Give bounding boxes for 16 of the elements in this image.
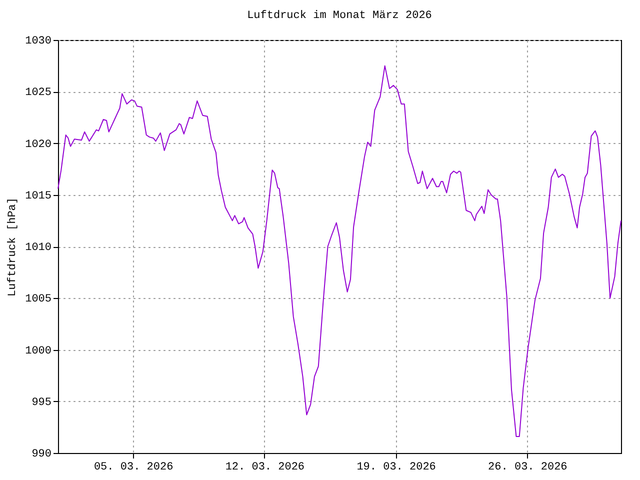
y-tick-label: 1015 [25,190,52,202]
y-tick-label: 1020 [25,138,52,151]
chart-title: Luftdruck im Monat März 2026 [247,10,432,22]
y-axis-title: Luftdruck [hPa] [7,197,20,297]
x-tick-label: 26. 03. 2026 [488,462,568,474]
line-series [58,65,622,437]
y-tick-label: 990 [32,448,52,460]
y-tick-label: 1030 [25,36,52,48]
x-tick-label: 12. 03. 2026 [225,462,305,474]
y-tick-label: 995 [32,396,52,409]
x-tick-label: 05. 03. 2026 [94,462,174,474]
y-tick-label: 1025 [25,87,52,100]
y-tick-label: 1010 [25,242,52,254]
y-tick-label: 1000 [25,345,52,358]
y-tick-label: 1005 [25,294,52,306]
x-tick-label: 19. 03. 2026 [356,462,436,474]
